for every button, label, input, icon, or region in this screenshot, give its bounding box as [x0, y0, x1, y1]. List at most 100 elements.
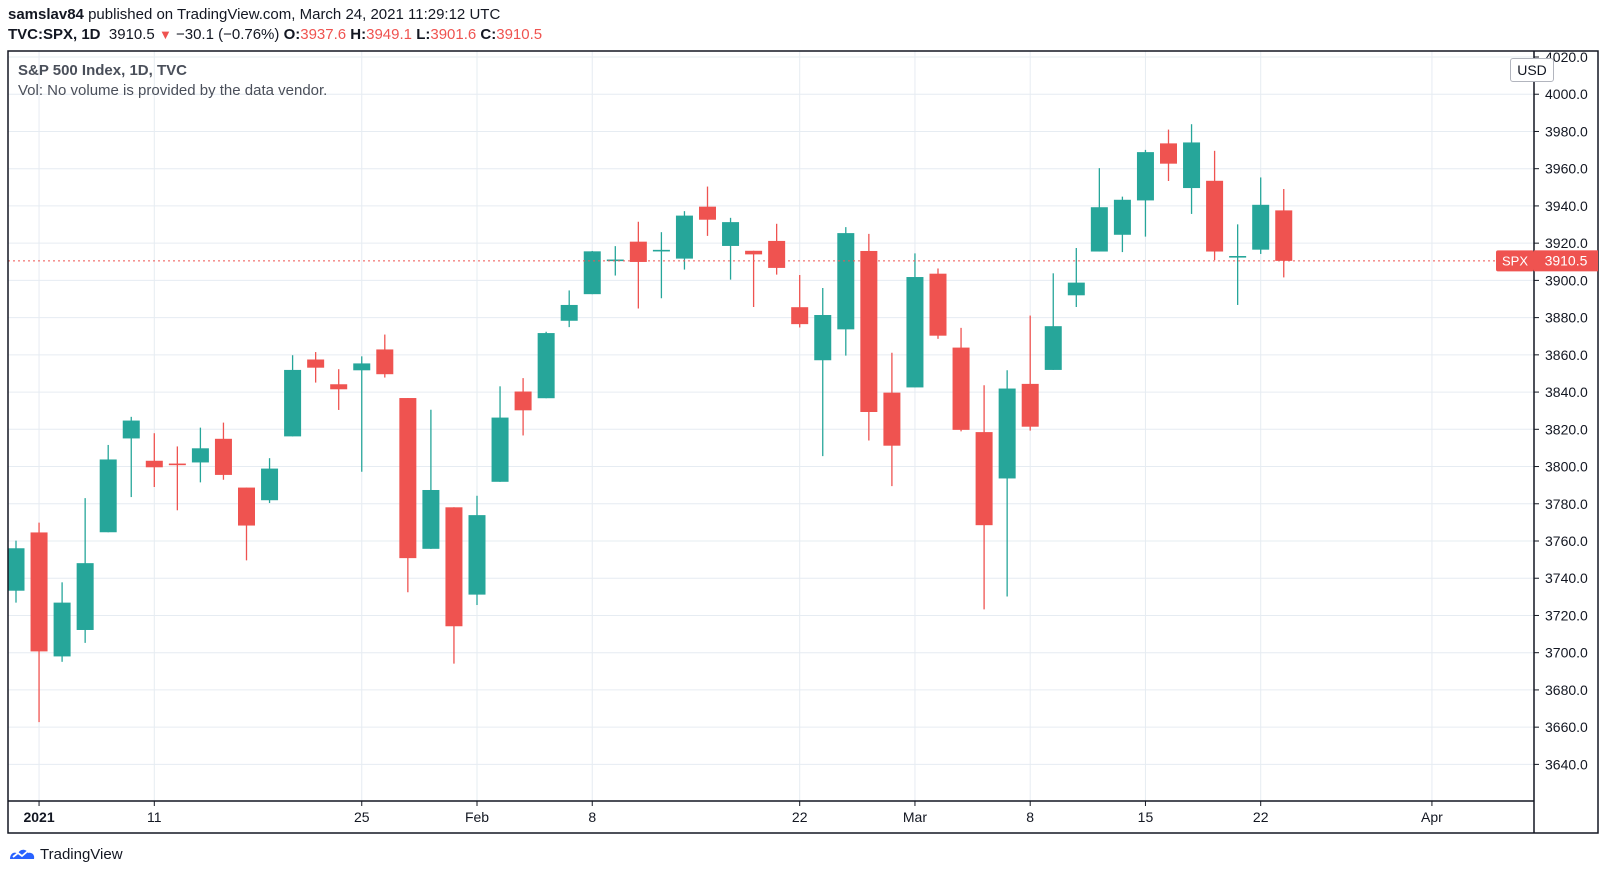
candle-body: [745, 250, 763, 255]
candle: [837, 227, 855, 356]
price-tick-label: 4000.0: [1545, 86, 1588, 102]
candle-body: [491, 417, 509, 482]
candle: [860, 233, 878, 441]
candle: [998, 370, 1016, 597]
candle-body: [422, 489, 440, 549]
candle-body: [353, 363, 371, 371]
candle: [1067, 247, 1085, 308]
low-value: 3901.6: [430, 26, 477, 43]
candle-body: [860, 250, 878, 412]
price-axis[interactable]: 3640.0 3660.0 3680.0 3700.0 3720.0 3740.0 3760…: [1534, 49, 1588, 772]
candle: [722, 217, 740, 280]
candle: [468, 495, 486, 606]
chart-frame: [7, 50, 1599, 834]
candle-body: [514, 391, 532, 411]
time-tick-label: 15: [1138, 809, 1154, 825]
candle: [330, 369, 348, 410]
candle: [814, 288, 832, 457]
candle-body: [145, 460, 163, 468]
candle: [1229, 224, 1247, 305]
symbol-label[interactable]: TVC:SPX, 1D: [8, 26, 101, 43]
price-tick-label: 3680.0: [1545, 682, 1588, 698]
candle-body: [814, 315, 832, 361]
candle-body: [1160, 143, 1177, 164]
candle: [791, 274, 809, 328]
candle: [1183, 124, 1201, 214]
candle: [191, 427, 209, 483]
time-tick-label: 11: [147, 809, 162, 825]
candle-body: [99, 459, 117, 533]
candle-body: [952, 347, 970, 430]
volume-note: Vol: No volume is provided by the data v…: [18, 82, 328, 99]
candle-body: [837, 233, 855, 330]
time-tick-label: 2021: [23, 809, 54, 825]
candle-body: [1206, 180, 1224, 252]
candle: [284, 355, 302, 437]
candle-body: [675, 215, 693, 259]
time-tick-label: Feb: [465, 809, 489, 825]
candle-body: [376, 349, 394, 375]
candle: [514, 378, 532, 436]
price-tick-label: 3820.0: [1545, 421, 1588, 437]
time-axis[interactable]: 2021 11 25 Feb 8 22 Mar 8 15 22 Apr: [23, 801, 1443, 825]
candle-body: [768, 240, 786, 268]
candle: [1206, 150, 1224, 261]
candle: [929, 268, 947, 339]
publisher-name[interactable]: samslav84: [8, 6, 84, 23]
candle-body: [1067, 282, 1085, 296]
high-label: H:: [350, 26, 367, 43]
tradingview-text: TradingView: [40, 845, 123, 863]
candle-body: [1183, 142, 1201, 189]
candle: [675, 211, 693, 270]
candle: [422, 409, 440, 549]
candle-body: [445, 507, 463, 627]
tradingview-branding[interactable]: TradingView: [8, 845, 123, 863]
price-tag-value-bg: [1534, 250, 1598, 272]
candle-body: [606, 259, 624, 262]
candle-body: [699, 206, 716, 220]
candle: [168, 446, 186, 511]
candle-body: [307, 359, 325, 368]
candle: [1275, 188, 1293, 278]
candle: [906, 253, 924, 388]
candle-body: [191, 448, 209, 463]
time-tick-label: Mar: [903, 809, 927, 825]
candle: [1136, 149, 1154, 237]
candle: [1044, 273, 1062, 370]
time-tick-label: Apr: [1421, 809, 1443, 825]
candle-body: [1229, 255, 1247, 258]
time-tick-label: 22: [792, 809, 808, 825]
candle-body: [583, 251, 601, 295]
time-tick-label: 22: [1253, 809, 1269, 825]
candle-body: [1021, 383, 1039, 427]
price-tick-label: 3940.0: [1545, 198, 1588, 214]
time-tick-label: 8: [1026, 809, 1034, 825]
candle: [768, 223, 786, 275]
candle-body: [929, 273, 947, 336]
candle: [1252, 177, 1270, 254]
chart-legend-title[interactable]: S&P 500 Index, 1D, TVC: [18, 62, 187, 79]
candle-body: [168, 463, 186, 466]
candle-body: [7, 548, 25, 591]
candle-body: [652, 249, 670, 252]
price-tick-label: 3720.0: [1545, 607, 1588, 623]
candle: [353, 356, 371, 472]
candle: [1113, 196, 1131, 253]
candle-body: [722, 222, 740, 246]
price-axis-background: [1534, 0, 1600, 894]
price-tick-label: 3980.0: [1545, 123, 1588, 139]
price-tick-label: 3840.0: [1545, 384, 1588, 400]
candle-body: [791, 307, 809, 325]
publish-info: samslav84 published on TradingView.com, …: [8, 6, 500, 24]
candle-body: [284, 369, 302, 437]
time-tick-label: 25: [354, 809, 370, 825]
candle: [952, 327, 970, 432]
low-label: L:: [416, 26, 431, 43]
price-tick-label: 4020.0: [1545, 49, 1588, 65]
grid-lines: [8, 51, 1534, 801]
close-value: 3910.5: [496, 26, 543, 43]
candle-body: [399, 398, 417, 559]
candle: [699, 186, 716, 236]
currency-button[interactable]: USD: [1510, 58, 1554, 82]
